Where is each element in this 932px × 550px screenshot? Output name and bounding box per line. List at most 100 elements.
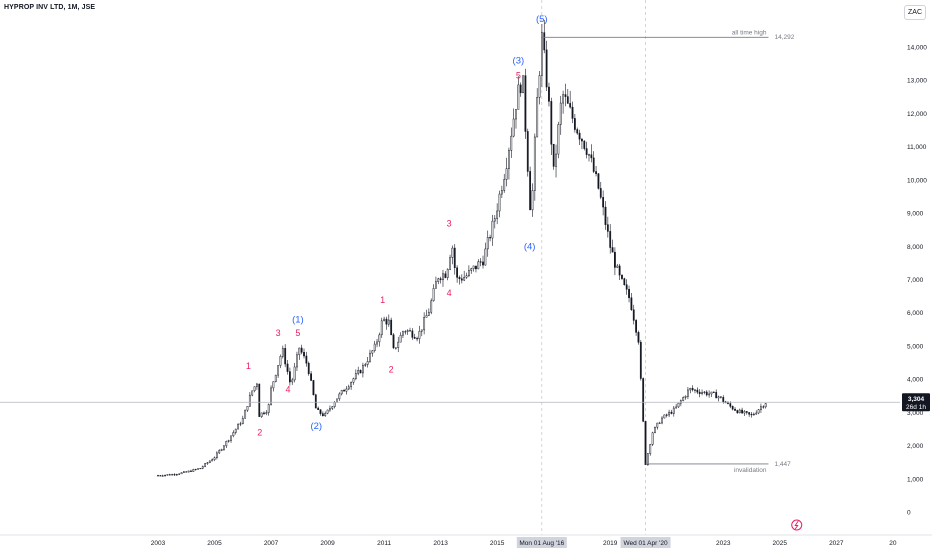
wave-label: 1 — [246, 361, 251, 371]
candle-body — [529, 171, 532, 211]
y-tick-label: 2,000 — [907, 443, 924, 450]
candle-body — [404, 331, 407, 333]
candle-body — [378, 334, 381, 343]
candle-body — [183, 471, 185, 473]
candle-body — [451, 247, 454, 258]
candle-body — [498, 193, 501, 212]
candle-body — [581, 138, 583, 142]
candle-body — [505, 168, 508, 180]
candle-body — [536, 97, 539, 138]
candle-body — [658, 422, 661, 424]
candle-body — [675, 406, 678, 409]
candle-body — [446, 269, 449, 278]
candle-body — [317, 407, 320, 410]
currency-button[interactable]: ZAC — [904, 5, 926, 20]
candle-body — [288, 371, 291, 383]
candle-body — [470, 268, 473, 271]
candle-body — [211, 459, 214, 462]
candle-body — [237, 423, 239, 430]
candle-body — [296, 354, 298, 368]
y-tick-label: 12,000 — [907, 111, 927, 118]
candle-body — [646, 453, 649, 466]
candle-body — [373, 343, 376, 351]
y-tick-label: 3,000 — [907, 410, 924, 417]
y-tick-label: 10,000 — [907, 177, 927, 184]
candle-body — [564, 94, 567, 97]
grid-layer — [541, 0, 646, 535]
candle-body — [178, 473, 181, 475]
candle-body — [621, 274, 623, 279]
candle-body — [592, 157, 595, 172]
x-tick-label: 2023 — [716, 540, 731, 547]
candle-body — [552, 143, 555, 167]
candle-body — [392, 334, 395, 349]
candle-body — [305, 355, 308, 364]
candle-body — [479, 261, 482, 263]
candle-body — [232, 432, 235, 437]
candle-body — [258, 383, 261, 417]
marker-badge — [620, 537, 671, 548]
candle-body — [670, 411, 673, 414]
candle-body — [602, 197, 605, 208]
candle-body — [661, 417, 663, 424]
candle-body — [272, 381, 275, 389]
wave-label: 4 — [285, 384, 290, 394]
wave-label: 1 — [380, 295, 385, 305]
candle-body — [418, 331, 421, 340]
candle-body — [460, 278, 463, 281]
candle-body — [166, 474, 169, 476]
price-axis[interactable]: 0 1,000 2,000 3,000 4,000 5,000 6,000 7,000 8,00… — [902, 45, 930, 517]
candle-body — [616, 265, 619, 268]
candle-body — [260, 412, 263, 417]
y-tick-label: 4,000 — [907, 377, 924, 384]
candle-body — [336, 398, 338, 403]
candle-body — [689, 388, 692, 391]
candle-body — [731, 406, 734, 410]
time-axis[interactable]: 2003200520072009201120132015201912023202… — [0, 534, 932, 548]
candle-body — [741, 409, 743, 414]
wave-label: 3 — [447, 218, 452, 228]
candle-body — [755, 412, 758, 415]
candle-body — [197, 468, 199, 470]
candle-body — [281, 348, 284, 357]
y-tick-label: 0 — [907, 510, 911, 517]
candles-layer — [157, 19, 767, 477]
candle-body — [298, 347, 301, 356]
candle-body — [656, 422, 659, 428]
candle-body — [206, 462, 209, 464]
candle-body — [338, 393, 341, 400]
x-tick-label: 2025 — [773, 540, 788, 547]
y-tick-label: 11,000 — [907, 144, 927, 151]
candle-body — [201, 466, 204, 469]
candle-body — [416, 338, 418, 340]
candle-body — [263, 412, 265, 414]
x-tick-label: 2011 — [377, 540, 391, 547]
candle-body — [310, 373, 312, 381]
candle-body — [632, 309, 635, 321]
candle-body — [380, 320, 383, 336]
candle-body — [618, 265, 621, 276]
candle-body — [595, 171, 597, 174]
x-tick-label: 2009 — [320, 540, 335, 547]
candle-body — [215, 452, 218, 459]
candle-body — [486, 237, 489, 250]
candle-body — [524, 75, 527, 132]
candle-body — [383, 318, 385, 322]
x-tick-label: 2003 — [151, 540, 166, 547]
candle-body — [508, 150, 510, 169]
candle-body — [663, 414, 666, 419]
candle-body — [385, 318, 388, 325]
candle-body — [576, 129, 579, 134]
candle-body — [712, 391, 715, 393]
candle-body — [161, 475, 164, 477]
wave-label: (5) — [536, 14, 548, 25]
candle-body — [321, 413, 324, 416]
candle-body — [225, 440, 228, 447]
candle-body — [343, 390, 345, 392]
candle-body — [340, 390, 343, 395]
candle-body — [522, 75, 524, 94]
candle-body — [359, 370, 362, 374]
candle-body — [194, 469, 197, 471]
candle-body — [562, 94, 564, 104]
